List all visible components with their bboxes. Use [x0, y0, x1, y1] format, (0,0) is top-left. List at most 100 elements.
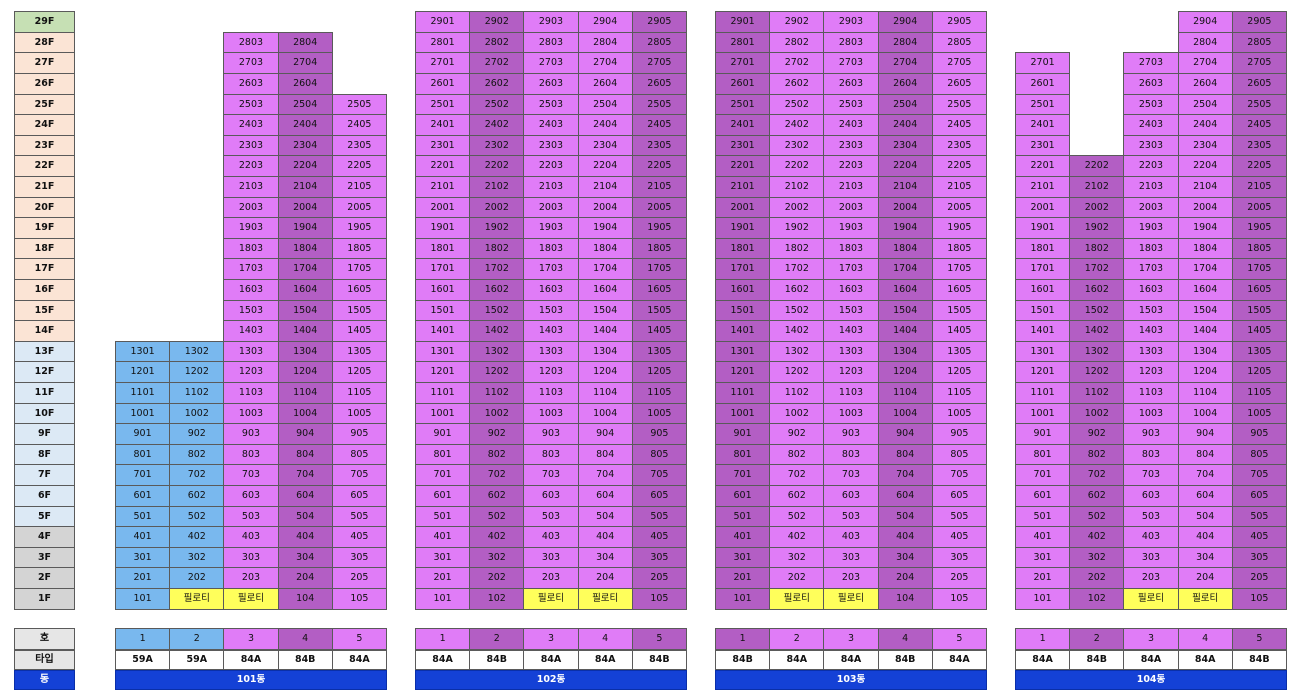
unit-cell: 1902 [769, 217, 825, 239]
unit-cell: 2002 [769, 196, 825, 219]
unit-cell: 503 [223, 505, 279, 528]
unit-cell: 1104 [277, 382, 333, 404]
unit-cell: 1704 [877, 258, 933, 280]
floor-label: 23F [14, 134, 75, 157]
ho-cell: 2 [469, 628, 525, 650]
unit-cell: 905 [631, 423, 687, 445]
unit-cell: 403 [1123, 526, 1179, 548]
unit-cell: 2602 [769, 73, 825, 95]
unit-cell: 2705 [631, 52, 687, 74]
unit-cell: 1905 [331, 217, 387, 239]
unit-cell: 1105 [631, 382, 687, 404]
unit-cell: 502 [469, 505, 525, 528]
ho-cell: 3 [223, 628, 279, 650]
floor-label: 27F [14, 52, 75, 74]
unit-cell: 1903 [823, 217, 879, 239]
unit-cell: 604 [577, 485, 633, 507]
unit-cell: 2303 [823, 134, 879, 157]
unit-cell: 401 [115, 526, 171, 548]
unit-cell: 304 [277, 546, 333, 569]
unit-cell: 2504 [1177, 93, 1233, 116]
dong-label: 101동 [115, 670, 387, 690]
unit-cell: 704 [1177, 464, 1233, 486]
unit-cell: 1205 [1231, 361, 1287, 383]
unit-cell: 2305 [631, 134, 687, 157]
unit-cell: 703 [523, 464, 579, 486]
unit-cell: 1401 [715, 320, 771, 342]
unit-cell: 2204 [1177, 155, 1233, 177]
unit-cell: 801 [415, 443, 471, 466]
unit-cell: 304 [1177, 546, 1233, 569]
unit-cell: 105 [331, 588, 387, 610]
unit-cell: 2503 [223, 93, 279, 116]
unit-cell: 804 [577, 443, 633, 466]
unit-cell: 1902 [1069, 217, 1125, 239]
unit-cell: 901 [715, 423, 771, 445]
ho-cell: 4 [877, 628, 933, 650]
unit-cell: 601 [415, 485, 471, 507]
unit-cell: 305 [331, 546, 387, 569]
unit-cell: 2105 [631, 176, 687, 198]
unit-cell: 501 [715, 505, 771, 528]
unit-cell: 1105 [331, 382, 387, 404]
unit-cell: 205 [631, 567, 687, 589]
unit-cell: 2601 [1015, 73, 1071, 95]
unit-cell: 801 [1015, 443, 1071, 466]
unit-cell: 2202 [469, 155, 525, 177]
unit-cell: 2101 [1015, 176, 1071, 198]
ho-cell: 1 [415, 628, 471, 650]
unit-cell: 2902 [769, 11, 825, 33]
unit-cell: 2604 [877, 73, 933, 95]
piloti-cell: 필로티 [1177, 588, 1233, 610]
unit-cell: 1201 [115, 361, 171, 383]
unit-cell: 1604 [877, 279, 933, 301]
unit-cell: 304 [877, 546, 933, 569]
floor-label: 1F [14, 588, 75, 610]
unit-cell: 1603 [523, 279, 579, 301]
unit-cell: 1802 [469, 237, 525, 260]
unit-cell: 1001 [415, 402, 471, 425]
type-cell: 84A [223, 650, 279, 670]
unit-cell: 2102 [769, 176, 825, 198]
unit-cell: 1704 [1177, 258, 1233, 280]
unit-cell: 1103 [1123, 382, 1179, 404]
unit-cell: 1503 [523, 299, 579, 322]
unit-cell: 1703 [223, 258, 279, 280]
unit-cell: 2705 [931, 52, 987, 74]
unit-cell: 1805 [931, 237, 987, 260]
type-cell: 84A [769, 650, 825, 670]
floor-label: 12F [14, 361, 75, 383]
unit-cell: 301 [1015, 546, 1071, 569]
unit-cell: 1504 [1177, 299, 1233, 322]
unit-cell: 1803 [1123, 237, 1179, 260]
dong-row-label: 동 [14, 670, 75, 690]
unit-cell: 2202 [769, 155, 825, 177]
unit-cell: 1202 [1069, 361, 1125, 383]
unit-cell: 1802 [1069, 237, 1125, 260]
unit-cell: 2003 [1123, 196, 1179, 219]
unit-cell: 2505 [1231, 93, 1287, 116]
unit-cell: 1604 [1177, 279, 1233, 301]
unit-cell: 2505 [931, 93, 987, 116]
unit-cell: 605 [1231, 485, 1287, 507]
unit-cell: 1602 [469, 279, 525, 301]
unit-cell: 2003 [823, 196, 879, 219]
unit-cell: 1104 [577, 382, 633, 404]
unit-cell: 2405 [331, 114, 387, 136]
unit-cell: 1005 [631, 402, 687, 425]
unit-cell: 1605 [631, 279, 687, 301]
unit-cell: 1201 [1015, 361, 1071, 383]
unit-cell: 405 [631, 526, 687, 548]
unit-cell: 2001 [715, 196, 771, 219]
unit-cell: 304 [577, 546, 633, 569]
type-cell: 84B [631, 650, 687, 670]
unit-cell: 104 [877, 588, 933, 610]
unit-cell: 2203 [823, 155, 879, 177]
unit-cell: 1305 [931, 340, 987, 363]
unit-cell: 2102 [1069, 176, 1125, 198]
unit-cell: 2301 [415, 134, 471, 157]
unit-cell: 2401 [1015, 114, 1071, 136]
unit-cell: 2703 [223, 52, 279, 74]
unit-cell: 703 [823, 464, 879, 486]
unit-cell: 1201 [715, 361, 771, 383]
